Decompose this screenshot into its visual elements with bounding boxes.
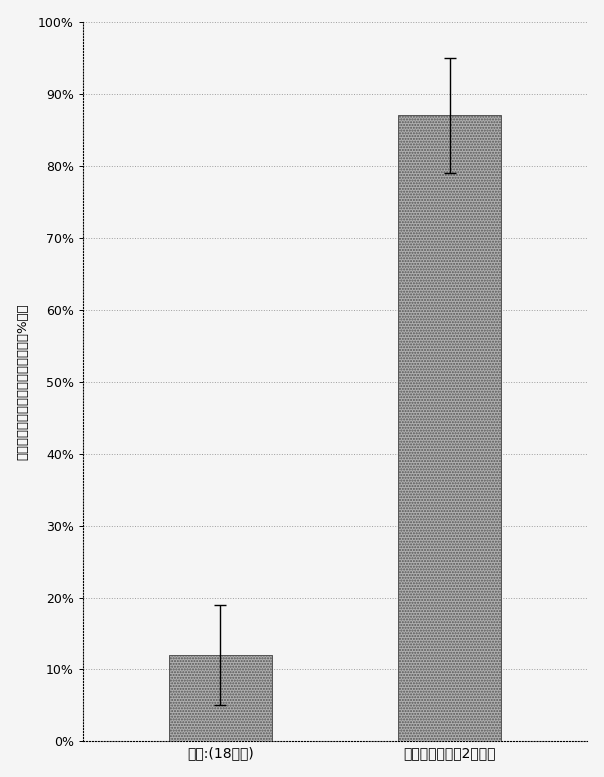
Bar: [398, 115, 501, 741]
Bar: [169, 655, 272, 741]
Y-axis label: 血小板前駆細胞産生巨核球の割合（%）：: 血小板前駆細胞産生巨核球の割合（%）：: [17, 303, 30, 460]
